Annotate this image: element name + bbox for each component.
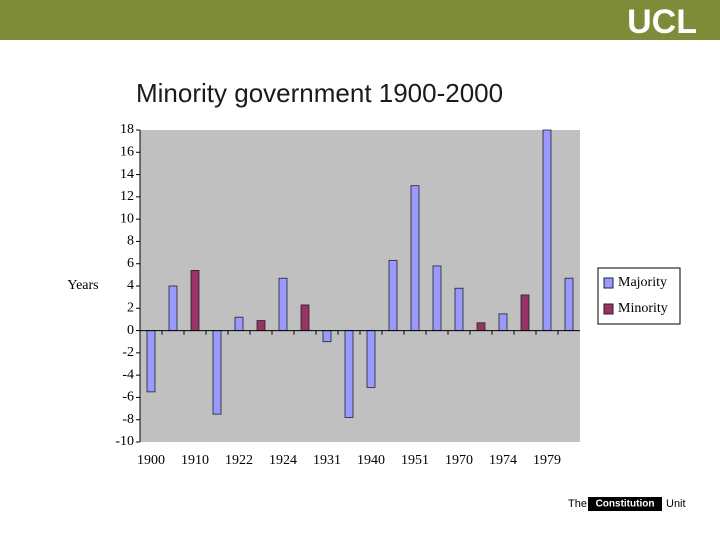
bar <box>168 285 178 331</box>
y-tick-label: 16 <box>120 145 134 160</box>
legend-swatch <box>603 303 614 315</box>
legend-label: Majority <box>618 275 667 290</box>
y-tick-label: 10 <box>120 211 134 226</box>
y-axis-label: Years <box>67 278 98 293</box>
x-tick-label: 1951 <box>401 453 429 468</box>
y-tick-label: -8 <box>122 412 134 427</box>
bar <box>278 277 288 331</box>
bar <box>300 304 310 331</box>
y-tick-label: 14 <box>120 167 134 182</box>
y-tick-label: 8 <box>127 234 134 249</box>
logo: UCL <box>627 3 697 41</box>
legend-box <box>597 267 681 325</box>
y-tick-label: 6 <box>127 256 134 271</box>
bar <box>212 330 222 415</box>
legend-label: Minority <box>618 301 668 316</box>
bar <box>146 330 156 393</box>
y-tick-label: 12 <box>120 189 134 204</box>
x-tick-label: 1924 <box>269 453 297 468</box>
bar <box>454 287 464 331</box>
x-tick-label: 1900 <box>137 453 165 468</box>
bar <box>542 129 552 331</box>
bar <box>366 330 376 388</box>
bar <box>564 277 574 331</box>
x-tick-label: 1910 <box>181 453 209 468</box>
x-tick-label: 1970 <box>445 453 473 468</box>
bar <box>256 320 266 331</box>
x-tick-label: 1979 <box>533 453 561 468</box>
y-tick-label: 2 <box>127 301 134 316</box>
header-bar <box>0 0 720 40</box>
y-tick-label: 4 <box>127 278 134 293</box>
x-tick-label: 1931 <box>313 453 341 468</box>
y-tick-label: -4 <box>122 367 134 382</box>
bar <box>190 269 200 331</box>
legend-swatch <box>603 277 614 289</box>
y-tick-label: -6 <box>122 390 134 405</box>
bar <box>388 259 398 331</box>
y-tick-label: 0 <box>127 323 134 338</box>
y-tick-label: 18 <box>120 122 134 137</box>
chart-title: Minority government 1900-2000 <box>136 78 503 108</box>
x-tick-label: 1940 <box>357 453 385 468</box>
bar <box>410 185 420 331</box>
footer-suffix: Unit <box>666 498 686 510</box>
x-tick-label: 1974 <box>489 453 517 468</box>
y-tick-label: -2 <box>122 345 134 360</box>
bar <box>322 330 332 343</box>
bar <box>432 265 442 331</box>
bar <box>476 322 486 331</box>
footer-prefix: The <box>568 498 587 510</box>
plot-area <box>140 130 580 442</box>
x-tick-label: 1922 <box>225 453 253 468</box>
bar <box>234 316 244 331</box>
y-tick-label: -10 <box>115 434 134 449</box>
footer-box <box>588 497 662 511</box>
bar <box>344 330 354 418</box>
bar <box>520 294 530 331</box>
footer-name: Constitution <box>596 499 655 510</box>
bar <box>498 313 508 331</box>
